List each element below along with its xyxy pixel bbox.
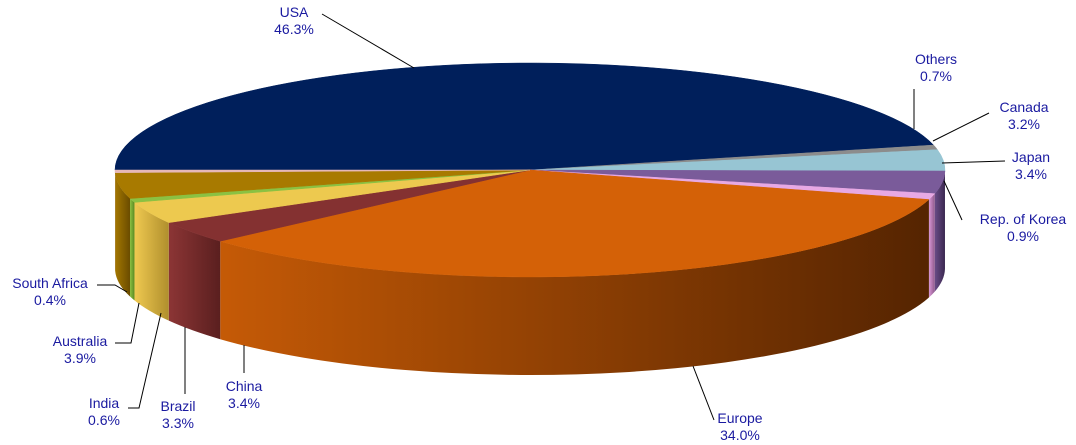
- slice-value-china: 3.4%: [228, 395, 260, 411]
- slice-value-canada: 3.2%: [1008, 116, 1040, 132]
- slice-label-usa: USA: [280, 4, 309, 20]
- slice-value-india: 0.6%: [88, 412, 120, 428]
- pie-slice-europe: [219, 169, 930, 278]
- leader-line-japan: [941, 160, 1006, 164]
- pie-side-china: [168, 222, 221, 340]
- slice-label-canada: Canada: [999, 99, 1048, 115]
- slice-label-india: India: [89, 395, 120, 411]
- slice-label-south-africa: South Africa: [12, 275, 88, 291]
- slice-value-south-africa: 0.4%: [34, 292, 66, 308]
- pie-side-europe: [220, 199, 929, 376]
- pie-sides: [115, 170, 945, 376]
- pie-side-brazil: [134, 202, 169, 321]
- slice-value-others: 0.7%: [920, 68, 952, 84]
- pie-side-japan: [934, 171, 945, 292]
- leader-line-australia: [115, 302, 140, 344]
- slice-value-usa: 46.3%: [274, 21, 314, 37]
- slice-label-rep-of-korea: Rep. of Korea: [980, 211, 1067, 227]
- pie-slice-usa: [114, 62, 935, 171]
- pie-side-australia: [115, 172, 131, 297]
- leader-line-europe: [692, 365, 715, 421]
- slice-value-australia: 3.9%: [64, 350, 96, 366]
- pie-side-rep-of-korea: [928, 193, 935, 298]
- leader-lines: [97, 13, 1006, 421]
- slice-label-brazil: Brazil: [160, 398, 195, 414]
- slice-value-rep-of-korea: 0.9%: [1007, 228, 1039, 244]
- slice-value-europe: 34.0%: [720, 427, 760, 443]
- slice-label-others: Others: [915, 51, 957, 67]
- slice-value-brazil: 3.3%: [162, 415, 194, 431]
- pie-side-india: [130, 198, 135, 301]
- slice-label-japan: Japan: [1012, 149, 1050, 165]
- leader-line-usa: [321, 13, 415, 69]
- leader-line-south-africa: [97, 284, 128, 293]
- slice-label-australia: Australia: [53, 333, 108, 349]
- pie-slice-south-africa: [114, 169, 531, 173]
- pie-tops: [114, 62, 946, 278]
- slice-value-japan: 3.4%: [1015, 166, 1047, 182]
- slice-label-china: China: [226, 378, 263, 394]
- slice-label-europe: Europe: [717, 410, 762, 426]
- leader-line-india: [128, 312, 162, 409]
- leader-line-canada: [932, 112, 990, 142]
- leader-line-rep-of-korea: [943, 180, 963, 221]
- slice-labels: USA46.3%Others0.7%Canada3.2%Japan3.4%Rep…: [12, 4, 1066, 443]
